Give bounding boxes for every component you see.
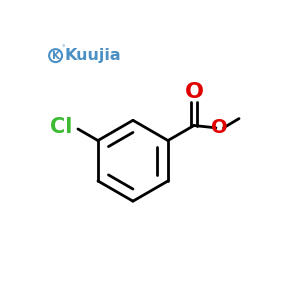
Text: Kuujia: Kuujia xyxy=(65,48,122,63)
Text: O: O xyxy=(211,118,228,137)
Text: K: K xyxy=(52,51,60,61)
Text: O: O xyxy=(184,82,203,102)
Text: °: ° xyxy=(61,45,65,51)
Text: Cl: Cl xyxy=(50,117,72,137)
